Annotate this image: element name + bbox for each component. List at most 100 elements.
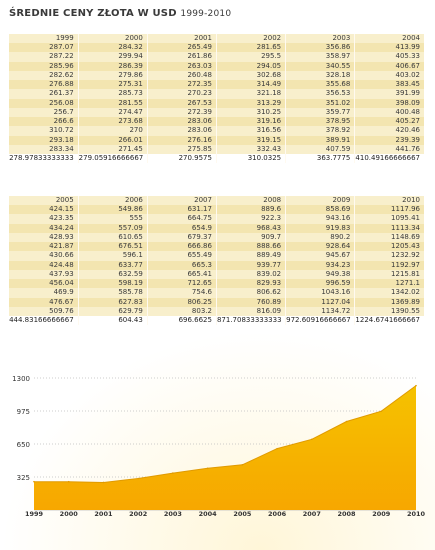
table-cell: 239.39 — [354, 135, 424, 145]
table-cell: 266.6 — [9, 117, 79, 127]
table-cell: 286.39 — [78, 61, 148, 71]
table-cell: 1205.43 — [354, 242, 424, 252]
table-cell: 456.04 — [9, 279, 79, 289]
page-title: ŚREDNIE CENY ZŁOTA W USD 1999-2010 — [9, 8, 231, 19]
table-cell: 421.87 — [9, 242, 79, 252]
table-cell: 2001 — [147, 34, 217, 44]
table-row: 424.15 549.86 631.17 889.6 858.69 1117.96 — [9, 205, 424, 215]
table-cell: 2008 — [216, 196, 287, 206]
table-cell: 871.70833333333 — [216, 316, 287, 326]
table-row: 293.18 266.01 276.16 319.15 389.91 239.39 — [9, 135, 424, 145]
table-row: 287.22 299.94 261.86 295.5 358.97 405.33 — [9, 52, 424, 62]
table-row: 476.67 627.83 806.25 760.89 1127.04 1369.89 — [9, 297, 424, 307]
table-cell: 665.41 — [147, 269, 217, 280]
x-tick-label: 2008 — [337, 510, 356, 518]
table-row: 421.87 676.51 666.86 888.66 928.64 1205.43 — [9, 242, 424, 252]
table-cell: 1117.96 — [354, 205, 424, 215]
table-cell: 434.24 — [9, 223, 79, 233]
table-cell: 266.01 — [78, 135, 148, 145]
table-cell: 378.95 — [285, 117, 356, 127]
gold-price-area-chart: 325 650 975 1300 1999 2000 2001 2002 2003 2004 20… — [12, 375, 426, 518]
table-row: 261.37 285.73 270.23 321.18 356.53 391.99 — [9, 89, 424, 99]
table-cell: 654.9 — [147, 223, 217, 233]
table-cell: 696.6625 — [147, 316, 217, 326]
table-cell: 557.09 — [78, 223, 148, 233]
table-cell: 299.94 — [78, 52, 148, 62]
price-table-1999-2004: 1999 2000 2001 2002 2003 2004 287.07 284.32 265.… — [9, 34, 424, 164]
table-cell: 655.49 — [147, 251, 217, 261]
table-cell: 407.59 — [285, 144, 356, 155]
table-cell: 2002 — [216, 34, 287, 44]
table-cell: 665.3 — [147, 260, 217, 270]
y-tick-label: 975 — [17, 408, 30, 416]
table-cell: 263.03 — [147, 61, 217, 71]
data-point — [102, 481, 105, 484]
table-cell: 829.93 — [216, 279, 287, 289]
table-cell: 441.76 — [354, 144, 424, 155]
table-cell: 806.62 — [216, 288, 287, 298]
table-cell: 1095.41 — [354, 214, 424, 224]
table-cell: 596.1 — [78, 251, 148, 261]
table-cell: 2006 — [78, 196, 148, 206]
x-tick-label: 2001 — [94, 510, 113, 518]
table-average-row: 444.83166666667 604.43 696.6625 871.7083333… — [9, 316, 424, 326]
table-cell: 676.51 — [78, 242, 148, 252]
y-tick-label: 650 — [17, 441, 30, 449]
table-cell: 1232.92 — [354, 251, 424, 261]
area-fill — [34, 385, 416, 510]
table-cell: 1999 — [9, 34, 79, 44]
table-cell: 276.16 — [147, 135, 217, 145]
x-tick-label: 2002 — [129, 510, 147, 518]
table-cell: 310.72 — [9, 126, 79, 136]
table-cell: 363.7775 — [285, 154, 356, 164]
table-cell: 2004 — [354, 34, 424, 44]
table-cell: 632.59 — [78, 269, 148, 280]
table-cell: 270.23 — [147, 89, 217, 99]
x-tick-label: 2006 — [268, 510, 287, 518]
table-cell: 313.29 — [216, 98, 287, 108]
table-cell: 391.99 — [354, 89, 424, 99]
table-cell: 890.2 — [285, 232, 356, 243]
table-cell: 420.46 — [354, 126, 424, 136]
table-cell: 356.86 — [285, 43, 356, 53]
table-header-row: 2005 2006 2007 2008 2009 2010 — [9, 196, 424, 206]
table-cell: 400.48 — [354, 107, 424, 118]
y-tick-label: 1300 — [12, 375, 30, 383]
data-point — [67, 480, 70, 483]
table-cell: 2007 — [147, 196, 217, 206]
table-cell: 664.75 — [147, 214, 217, 224]
table-cell: 293.18 — [9, 135, 79, 145]
table-cell: 355.68 — [285, 80, 356, 90]
title-main: ŚREDNIE CENY ZŁOTA W USD — [9, 8, 177, 19]
table-cell: 398.09 — [354, 98, 424, 108]
table-cell: 1043.16 — [285, 288, 356, 298]
table-cell: 267.53 — [147, 98, 217, 108]
table-cell: 332.43 — [216, 144, 287, 155]
table-cell: 340.55 — [285, 61, 356, 71]
table-cell: 359.77 — [285, 107, 356, 118]
table-cell: 1271.1 — [354, 279, 424, 289]
table-cell: 358.97 — [285, 52, 356, 62]
table-row: 428.93 610.65 679.37 909.7 890.2 1148.69 — [9, 232, 424, 243]
table-cell: 1134.72 — [285, 306, 356, 317]
table-cell: 272.39 — [147, 107, 217, 118]
table-cell: 321.18 — [216, 89, 287, 99]
table-cell: 403.02 — [354, 70, 424, 81]
table-cell: 278.97833333333 — [9, 154, 79, 164]
table-cell: 1192.97 — [354, 260, 424, 270]
table-row: 310.72 270 283.06 316.56 378.92 420.46 — [9, 126, 424, 136]
table-cell: 256.7 — [9, 107, 79, 118]
table-cell: 627.83 — [78, 297, 148, 307]
table-cell: 314.49 — [216, 80, 287, 90]
x-tick-label: 2003 — [164, 510, 182, 518]
table-cell: 428.93 — [9, 232, 79, 243]
table-cell: 287.22 — [9, 52, 79, 62]
table-cell: 410.49166666667 — [354, 154, 424, 164]
y-axis-ticks: 325 650 975 1300 — [12, 375, 30, 482]
table-cell: 260.48 — [147, 70, 217, 81]
table-cell: 610.65 — [78, 232, 148, 243]
table-cell: 285.73 — [78, 89, 148, 99]
x-tick-label: 2010 — [407, 510, 426, 518]
y-tick-label: 325 — [17, 474, 30, 482]
table-cell: 279.05916666667 — [78, 154, 148, 164]
